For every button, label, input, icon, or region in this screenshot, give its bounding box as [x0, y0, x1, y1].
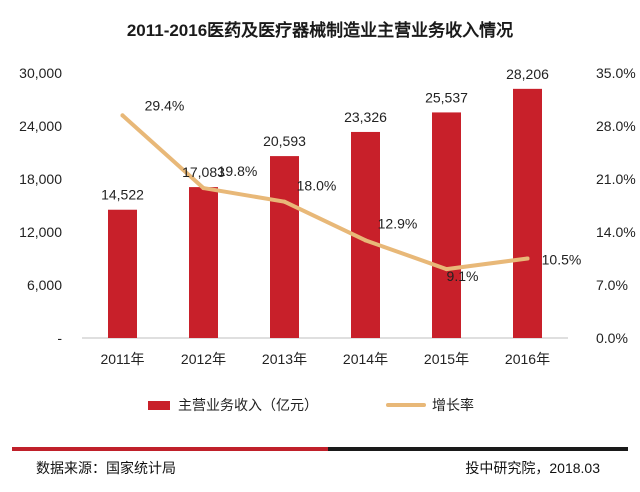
y-right-tick-label: 0.0% — [596, 330, 628, 346]
y-left-tick-label: 24,000 — [19, 118, 62, 134]
bar — [513, 88, 542, 338]
source-note: 数据来源：国家统计局 — [36, 460, 176, 476]
line-point — [525, 256, 530, 261]
axes: - 6,000 12,000 18,000 24,000 30,000 0.0% 7.0% 14… — [19, 65, 636, 367]
bar-data-label: 28,206 — [506, 66, 549, 82]
bar-series — [108, 88, 542, 339]
bar — [432, 112, 461, 339]
x-tick-label: 2016年 — [505, 351, 550, 367]
line-point — [444, 267, 449, 272]
credit-note: 投中研究院，2018.03 — [465, 460, 600, 476]
y-left-tick-label: 12,000 — [19, 224, 62, 240]
bar-data-label: 14,522 — [101, 187, 144, 203]
bar — [270, 156, 299, 338]
footer-divider-red — [12, 447, 328, 451]
legend: 主营业务收入（亿元） 增长率 — [148, 397, 474, 413]
x-tick-label: 2011年 — [100, 351, 144, 367]
line-point — [201, 186, 206, 191]
bar-data-label: 17,083 — [182, 164, 225, 180]
chart: 2011-2016医药及医疗器械制造业主营业务收入情况 - 6,000 12,000… — [19, 20, 636, 413]
y-right-tick-label: 28.0% — [596, 118, 636, 134]
legend-swatch-bar — [148, 401, 170, 410]
data-labels: 14,522 17,083 20,593 23,326 25,537 28,206 29.4… — [101, 66, 581, 284]
line-data-label: 9.1% — [447, 268, 479, 284]
line-data-label: 12.9% — [378, 215, 418, 231]
y-right-tick-label: 21.0% — [596, 171, 636, 187]
y-right-tick-label: 14.0% — [596, 224, 636, 240]
x-tick-label: 2014年 — [343, 351, 388, 367]
x-tick-label: 2012年 — [181, 351, 226, 367]
legend-label-line: 增长率 — [432, 397, 474, 413]
line-data-label: 18.0% — [297, 178, 337, 194]
y-left-tick-label: 18,000 — [19, 171, 62, 187]
x-tick-label: 2015年 — [424, 351, 469, 367]
line-data-label: 29.4% — [145, 97, 185, 113]
line-point — [363, 238, 368, 243]
bar-data-label: 25,537 — [425, 89, 468, 105]
y-left-tick-label: 30,000 — [19, 65, 62, 81]
growth-line — [120, 113, 530, 272]
x-tick-label: 2013年 — [262, 351, 307, 367]
legend-label-bar: 主营业务收入（亿元） — [178, 397, 318, 413]
line-point — [120, 113, 125, 118]
bar — [108, 209, 137, 338]
bar — [189, 187, 218, 338]
chart-title: 2011-2016医药及医疗器械制造业主营业务收入情况 — [127, 20, 513, 40]
y-left-tick-label: 6,000 — [27, 277, 62, 293]
bar-data-label: 20,593 — [263, 133, 306, 149]
y-left-tick-label: - — [57, 330, 62, 346]
line-point — [282, 199, 287, 204]
footer-divider-black — [328, 447, 628, 451]
y-right-tick-label: 35.0% — [596, 65, 636, 81]
line-series — [120, 113, 530, 272]
y-right-tick-label: 7.0% — [596, 277, 628, 293]
line-data-label: 19.8% — [218, 163, 258, 179]
bar-data-label: 23,326 — [344, 109, 387, 125]
line-data-label: 10.5% — [542, 252, 582, 268]
